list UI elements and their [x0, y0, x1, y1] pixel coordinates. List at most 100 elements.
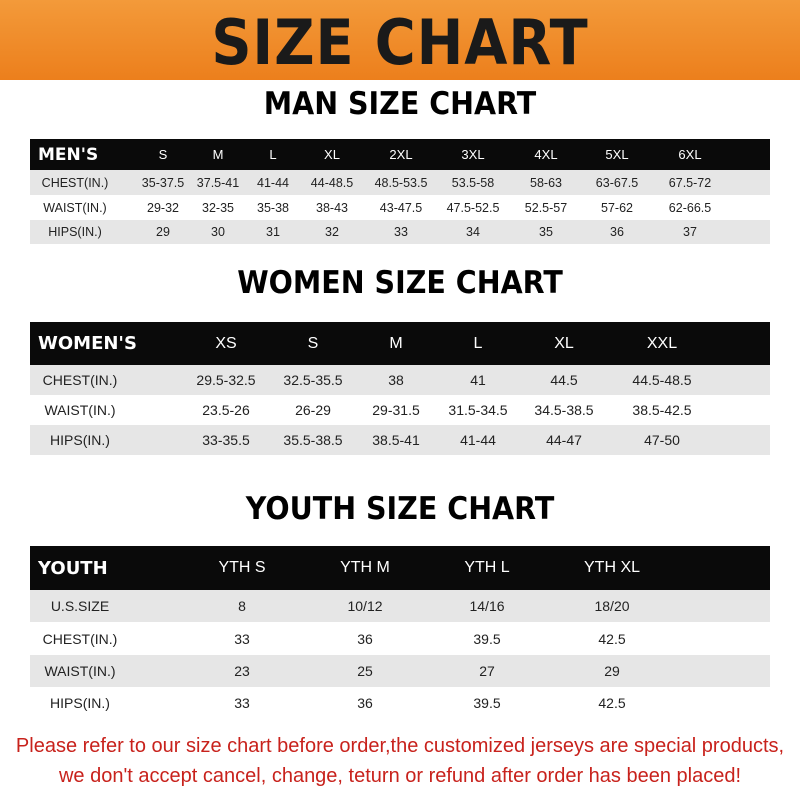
table-row: WAIST(IN.) 23.5-26 26-29 29-31.5 31.5-34.5 34…: [30, 395, 770, 425]
measurement-label: CHEST(IN.): [42, 372, 118, 388]
measurement-value: 32: [325, 225, 339, 239]
measurement-value: 33: [234, 695, 250, 711]
measurement-value: 33: [394, 225, 408, 239]
measurement-value: 27: [479, 663, 495, 679]
measurement-value: 42.5: [598, 630, 626, 647]
measurement-value: 31.5-34.5: [448, 402, 508, 418]
table-row: WAIST(IN.) 29-32 32-35 35-38 38-43 43-47.5 47.…: [30, 195, 770, 220]
size-header: 2XL: [389, 147, 413, 162]
youth-header-row: YOUTH YTH S YTH M YTH L YTH XL: [30, 546, 770, 590]
men-header-row: MEN'S S M L XL 2XL 3XL 4XL 5XL 6XL: [30, 139, 770, 170]
measurement-value: 30: [211, 225, 225, 239]
measurement-value: 44.5: [550, 372, 578, 388]
measurement-value: 35-38: [257, 200, 289, 215]
measurement-value: 62-66.5: [668, 200, 712, 215]
table-row: WAIST(IN.) 23 25 27 29: [30, 655, 770, 687]
measurement-value: 18/20: [594, 598, 630, 614]
measurement-value: 52.5-57: [524, 200, 568, 215]
measurement-value: 57-62: [601, 200, 633, 215]
size-header: M: [212, 147, 224, 162]
measurement-value: 29: [604, 663, 620, 679]
men-title: MAN SIZE CHART: [263, 86, 537, 122]
measurement-label: HIPS(IN.): [50, 695, 110, 711]
measurement-value: 35: [539, 225, 553, 239]
measurement-value: 44-47: [546, 432, 582, 448]
table-row: HIPS(IN.) 29 30 31 32 33 34 35 36 37: [30, 220, 770, 244]
table-row: CHEST(IN.) 33 36 39.5 42.5: [30, 622, 770, 655]
size-header: XL: [554, 334, 574, 352]
table-label: WOMEN'S: [38, 333, 137, 354]
measurement-value: 38.5-42.5: [632, 402, 692, 418]
measurement-label: CHEST(IN.): [41, 175, 109, 190]
measurement-value: 29-32: [147, 200, 179, 215]
measurement-value: 63-67.5: [595, 175, 639, 190]
table-row: HIPS(IN.) 33-35.5 35.5-38.5 38.5-41 41-44 44-…: [30, 425, 770, 455]
measurement-value: 47-50: [644, 432, 680, 448]
measurement-value: 37: [683, 225, 697, 239]
measurement-value: 42.5: [598, 695, 626, 711]
size-header: 6XL: [678, 147, 702, 162]
table-row: CHEST(IN.) 35-37.5 37.5-41 41-44 44-48.5 48.5…: [30, 170, 770, 195]
measurement-value: 38: [388, 372, 404, 388]
size-header: 3XL: [461, 147, 485, 162]
size-header: S: [307, 334, 319, 352]
measurement-value: 14/16: [469, 598, 505, 614]
measurement-value: 37.5-41: [196, 175, 240, 190]
measurement-value: 31: [266, 225, 280, 239]
measurement-value: 53.5-58: [451, 175, 495, 190]
measurement-value: 41: [470, 372, 486, 388]
table-row: U.S.SIZE 8 10/12 14/16 18/20: [30, 590, 770, 622]
measurement-value: 33-35.5: [202, 432, 250, 448]
size-header: XL: [324, 147, 340, 162]
measurement-value: 35.5-38.5: [283, 432, 343, 448]
measurement-value: 38.5-41: [372, 432, 420, 448]
measurement-value: 29.5-32.5: [196, 372, 256, 388]
measurement-value: 36: [610, 225, 624, 239]
measurement-value: 23.5-26: [202, 402, 250, 418]
measurement-value: 36: [357, 630, 373, 647]
measurement-label: CHEST(IN.): [42, 630, 118, 647]
table-row: CHEST(IN.) 29.5-32.5 32.5-35.5 38 41 44.5 44.5…: [30, 365, 770, 395]
measurement-value: 34: [466, 225, 480, 239]
size-header: M: [389, 334, 403, 352]
size-header: XXL: [646, 334, 678, 352]
measurement-label: WAIST(IN.): [43, 200, 107, 215]
measurement-label: U.S.SIZE: [50, 598, 110, 614]
youth-title: YOUTH SIZE CHART: [245, 491, 555, 527]
measurement-value: 44.5-48.5: [632, 372, 692, 388]
measurement-value: 67.5-72: [668, 175, 712, 190]
notice-line-2: we don't accept cancel, change, teturn o…: [58, 765, 742, 787]
women-header-row: WOMEN'S XS S M L XL XXL: [30, 322, 770, 365]
measurement-value: 44-48.5: [310, 175, 354, 190]
women-title: WOMEN SIZE CHART: [237, 265, 563, 301]
measurement-value: 39.5: [473, 695, 501, 711]
banner-title: SIZE CHART: [211, 6, 589, 79]
size-header: XS: [215, 334, 237, 352]
measurement-value: 48.5-53.5: [374, 175, 428, 190]
measurement-label: HIPS(IN.): [50, 432, 110, 448]
size-header: YTH XL: [583, 559, 641, 576]
measurement-value: 58-63: [530, 175, 562, 190]
size-header: 5XL: [605, 147, 629, 162]
measurement-value: 43-47.5: [379, 200, 423, 215]
table-row: HIPS(IN.) 33 36 39.5 42.5: [30, 687, 770, 719]
table-label: MEN'S: [38, 144, 99, 165]
size-header: S: [158, 147, 168, 162]
measurement-label: WAIST(IN.): [44, 402, 116, 418]
measurement-value: 32.5-35.5: [283, 372, 343, 388]
size-header: 4XL: [534, 147, 558, 162]
measurement-value: 10/12: [347, 598, 383, 614]
table-label: YOUTH: [38, 557, 108, 579]
measurement-value: 29: [156, 225, 170, 239]
measurement-value: 32-35: [202, 200, 234, 215]
size-header: YTH S: [218, 559, 266, 576]
measurement-value: 33: [234, 630, 250, 647]
measurement-value: 25: [357, 663, 373, 679]
measurement-value: 8: [238, 598, 246, 614]
measurement-value: 34.5-38.5: [534, 402, 594, 418]
size-header: L: [269, 147, 277, 162]
measurement-value: 38-43: [316, 200, 348, 215]
size-header: YTH L: [464, 559, 510, 576]
measurement-value: 26-29: [295, 402, 331, 418]
notice-line-1: Please refer to our size chart before or…: [15, 735, 785, 757]
